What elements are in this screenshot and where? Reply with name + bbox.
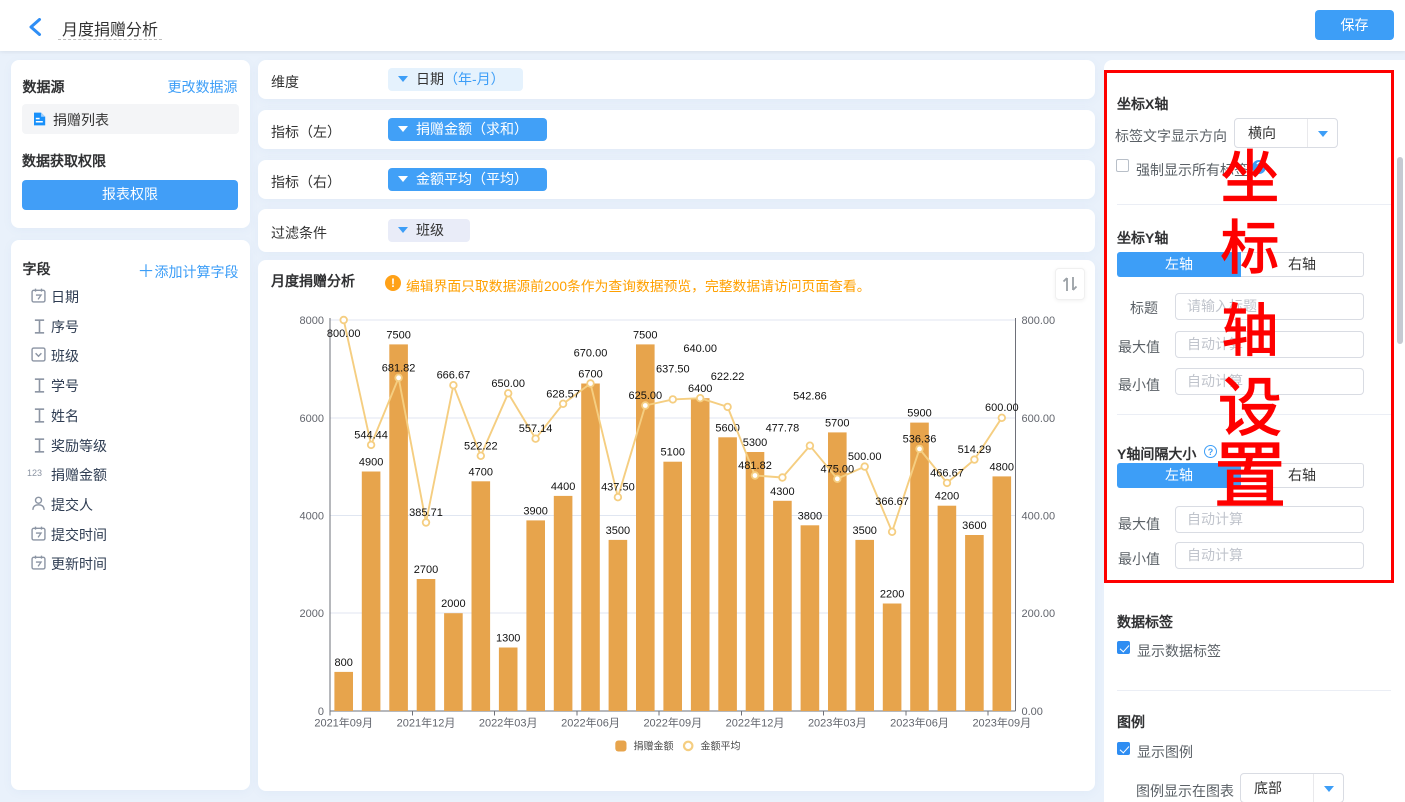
svg-text:5300: 5300 — [743, 437, 767, 449]
svg-text:366.67: 366.67 — [875, 496, 909, 508]
svg-text:3800: 3800 — [798, 510, 822, 522]
svg-text:522.22: 522.22 — [464, 440, 498, 452]
svg-text:6000: 6000 — [300, 413, 324, 425]
svg-text:600.00: 600.00 — [1022, 413, 1056, 425]
svg-text:4200: 4200 — [935, 491, 959, 503]
svg-text:2700: 2700 — [414, 564, 438, 576]
svg-text:640.00: 640.00 — [683, 343, 717, 355]
svg-text:7500: 7500 — [633, 329, 657, 341]
svg-text:3500: 3500 — [852, 525, 876, 537]
svg-text:2022年03月: 2022年03月 — [479, 716, 538, 730]
svg-text:800: 800 — [335, 657, 353, 669]
svg-text:557.14: 557.14 — [519, 423, 553, 435]
svg-text:4400: 4400 — [551, 481, 575, 493]
svg-text:6400: 6400 — [688, 383, 712, 395]
svg-text:2022年12月: 2022年12月 — [726, 716, 785, 730]
svg-text:2022年09月: 2022年09月 — [643, 716, 702, 730]
svg-text:670.00: 670.00 — [574, 348, 608, 360]
svg-text:2000: 2000 — [441, 598, 465, 610]
svg-text:400.00: 400.00 — [1022, 511, 1056, 523]
svg-text:800.00: 800.00 — [1022, 315, 1056, 327]
svg-text:1300: 1300 — [496, 633, 520, 645]
svg-text:466.67: 466.67 — [930, 467, 964, 479]
svg-text:4900: 4900 — [359, 457, 383, 469]
svg-text:2023年09月: 2023年09月 — [972, 716, 1031, 730]
svg-text:2200: 2200 — [880, 589, 904, 601]
svg-text:650.00: 650.00 — [491, 378, 525, 390]
svg-text:金额平均: 金额平均 — [701, 740, 741, 753]
svg-text:681.82: 681.82 — [382, 362, 416, 374]
svg-text:5900: 5900 — [907, 408, 931, 420]
svg-text:3500: 3500 — [606, 525, 630, 537]
svg-text:2023年03月: 2023年03月 — [808, 716, 867, 730]
svg-text:542.86: 542.86 — [793, 391, 827, 403]
svg-text:666.67: 666.67 — [437, 370, 471, 382]
svg-text:3900: 3900 — [523, 505, 547, 517]
svg-text:622.22: 622.22 — [711, 371, 745, 383]
svg-text:500.00: 500.00 — [848, 451, 882, 463]
svg-text:477.78: 477.78 — [766, 423, 800, 435]
svg-text:2021年12月: 2021年12月 — [397, 716, 456, 730]
svg-text:625.00: 625.00 — [628, 390, 662, 402]
svg-text:385.71: 385.71 — [409, 507, 443, 519]
svg-text:637.50: 637.50 — [656, 363, 690, 375]
svg-text:514.29: 514.29 — [958, 444, 992, 456]
svg-text:0.00: 0.00 — [1022, 706, 1043, 718]
svg-text:5600: 5600 — [715, 422, 739, 434]
svg-text:捐赠金额: 捐赠金额 — [634, 740, 674, 753]
svg-text:4000: 4000 — [300, 511, 324, 523]
svg-text:800.00: 800.00 — [327, 328, 361, 340]
svg-text:536.36: 536.36 — [903, 433, 937, 445]
svg-text:437.50: 437.50 — [601, 482, 635, 494]
svg-text:4300: 4300 — [770, 486, 794, 498]
svg-text:481.82: 481.82 — [738, 460, 772, 472]
svg-text:2023年06月: 2023年06月 — [890, 716, 949, 730]
svg-text:6700: 6700 — [578, 369, 602, 381]
svg-text:600.00: 600.00 — [985, 402, 1019, 414]
svg-text:0: 0 — [318, 706, 324, 718]
svg-text:4800: 4800 — [990, 461, 1014, 473]
svg-text:2022年06月: 2022年06月 — [561, 716, 620, 730]
svg-text:475.00: 475.00 — [820, 463, 854, 475]
svg-text:2021年09月: 2021年09月 — [314, 716, 373, 730]
svg-text:628.57: 628.57 — [546, 388, 580, 400]
svg-text:5700: 5700 — [825, 417, 849, 429]
svg-text:8000: 8000 — [300, 315, 324, 327]
svg-text:200.00: 200.00 — [1022, 608, 1056, 620]
svg-text:544.44: 544.44 — [354, 429, 388, 441]
svg-text:5100: 5100 — [661, 447, 685, 459]
svg-text:4700: 4700 — [469, 466, 493, 478]
svg-text:3600: 3600 — [962, 520, 986, 532]
svg-text:7500: 7500 — [386, 329, 410, 341]
svg-text:2000: 2000 — [300, 608, 324, 620]
